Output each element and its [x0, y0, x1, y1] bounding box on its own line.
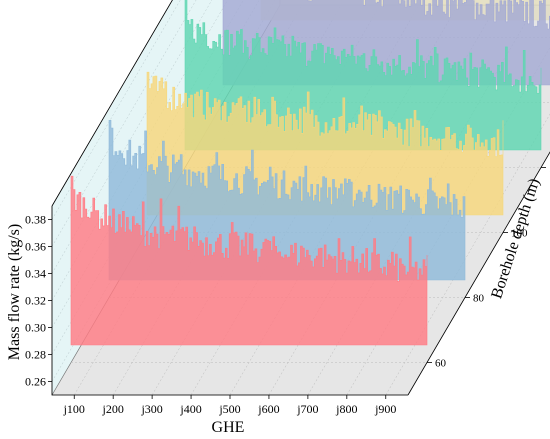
x-tick-label: j500	[218, 402, 240, 416]
x-tick-label: j700	[296, 402, 318, 416]
y-tick-label: 0.28	[25, 348, 46, 362]
grid-line	[51, 0, 197, 247]
grid-line	[51, 0, 181, 220]
x-tick-label: j600	[257, 402, 279, 416]
y-tick-label: 0.32	[25, 294, 46, 308]
series-area-60	[70, 175, 428, 346]
series-area-80	[108, 120, 466, 281]
y-tick-label: 0.38	[25, 213, 46, 227]
x-tick-label: j100	[63, 402, 85, 416]
y-tick-label: 0.26	[25, 375, 46, 389]
x-axis-label: GHE	[212, 419, 245, 436]
z-tick-label: 60	[435, 358, 447, 370]
y-tick-label: 0.36	[25, 240, 46, 254]
series-layer	[70, 0, 550, 346]
x-tick-label: j900	[374, 402, 396, 416]
x-tick-label: j800	[335, 402, 357, 416]
y-axis-label: Mass flow rate (kg/s)	[6, 224, 23, 360]
y-tick-label: 0.34	[25, 267, 46, 281]
axis-line	[51, 0, 173, 207]
series-80	[108, 120, 466, 281]
grid-line	[51, 0, 213, 274]
z-tick-label: 80	[473, 293, 485, 305]
y-tick-label: 0.30	[25, 321, 46, 335]
z-tick-label: 100	[511, 228, 528, 240]
x-tick-label: j300	[140, 402, 162, 416]
axis-line	[407, 151, 550, 396]
x-tick-label: j200	[102, 402, 124, 416]
series-60	[70, 175, 428, 346]
x-tick-label: j400	[179, 402, 201, 416]
